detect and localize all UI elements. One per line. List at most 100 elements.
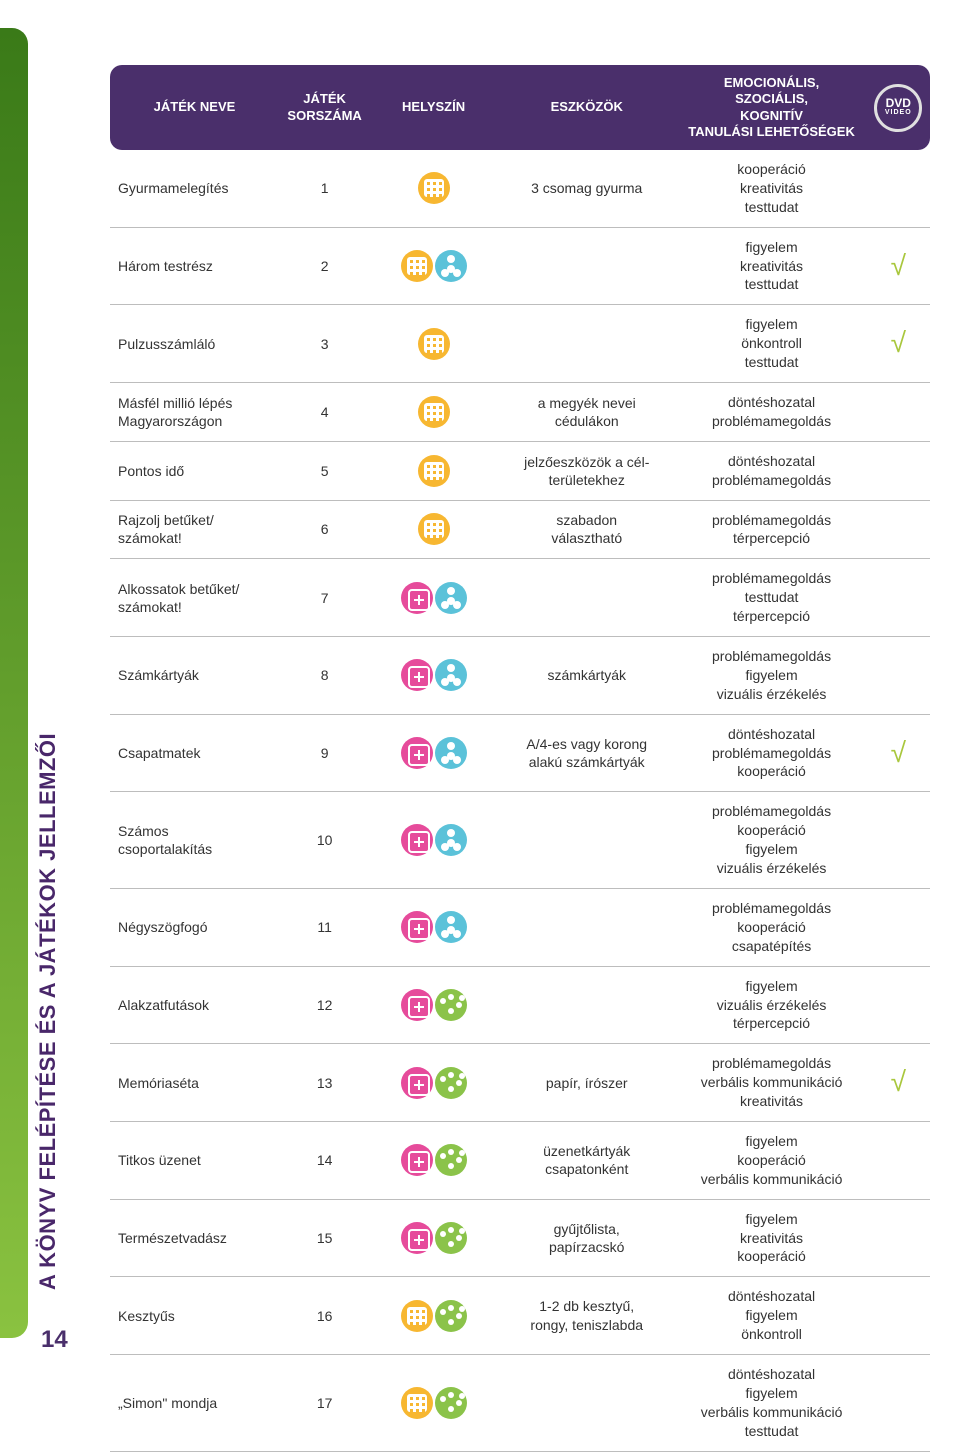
cell-name: Alakzatfutások [110,967,279,1045]
cell-num: 4 [279,383,370,442]
header-name: JÁTÉK NEVE [110,65,279,150]
cell-emo: problémamegoldásverbális kommunikációkre… [677,1044,867,1122]
cell-num: 5 [279,442,370,501]
cell-loc [370,967,497,1045]
cell-loc [370,501,497,560]
header-loc: HELYSZÍN [370,65,497,150]
page-number: 14 [41,1326,68,1354]
cell-loc [370,442,497,501]
cell-name: Természetvadász [110,1200,279,1278]
location-body-icon [435,911,467,943]
cell-name: Gyurmamelegítés [110,150,279,228]
location-grid-icon [418,513,450,545]
location-pink-icon [401,1144,433,1176]
cell-emo: döntéshozatalfigyelemönkontroll [677,1277,867,1355]
cell-tool: szabadonválasztható [497,501,677,560]
cell-tool [497,967,677,1045]
header-num: JÁTÉKSORSZÁMA [279,65,370,150]
cell-emo: döntéshozatalfigyelemverbális kommunikác… [677,1355,867,1452]
table-row: Memóriaséta 13 papír, írószer problémame… [110,1044,930,1122]
cell-dvd [867,501,930,560]
cell-num: 14 [279,1122,370,1200]
cell-loc [370,383,497,442]
cell-tool [497,305,677,383]
cell-dvd: √ [867,228,930,306]
cell-name: Kesztyűs [110,1277,279,1355]
location-pink-icon [401,582,433,614]
cell-num: 13 [279,1044,370,1122]
location-pink-icon [401,1222,433,1254]
dvd-check-icon: √ [891,327,906,358]
cell-dvd [867,967,930,1045]
cell-emo: problémamegoldáskooperációfigyelemvizuál… [677,792,867,889]
cell-name: Memóriaséta [110,1044,279,1122]
cell-name: Pontos idő [110,442,279,501]
cell-emo: figyelemönkontrolltesttudat [677,305,867,383]
dvd-icon: DVD VIDEO [874,84,922,132]
cell-num: 17 [279,1355,370,1452]
cell-dvd [867,1122,930,1200]
cell-loc [370,1200,497,1278]
table-row: Számoscsoportalakítás 10 problémamegoldá… [110,792,930,889]
table-row: Négyszögfogó 11 problémamegoldáskooperác… [110,889,930,967]
table-row: Számkártyák 8 számkártyák problémamegold… [110,637,930,715]
cell-emo: problémamegoldásfigyelemvizuális érzékel… [677,637,867,715]
location-pink-icon [401,737,433,769]
cell-loc [370,889,497,967]
table-row: Alakzatfutások 12 figyelemvizuális érzék… [110,967,930,1045]
cell-name: Négyszögfogó [110,889,279,967]
cell-name: Három testrész [110,228,279,306]
cell-emo: figyelemkreativitástesttudat [677,228,867,306]
cell-dvd [867,1200,930,1278]
cell-dvd [867,889,930,967]
location-pink-icon [401,659,433,691]
dvd-check-icon: √ [891,250,906,281]
location-grid-icon [401,250,433,282]
location-grid-icon [401,1300,433,1332]
cell-emo: figyelemkooperációverbális kommunikáció [677,1122,867,1200]
cell-tool [497,559,677,637]
cell-loc [370,637,497,715]
cell-name: Csapatmatek [110,715,279,793]
cell-tool: papír, írószer [497,1044,677,1122]
cell-loc [370,559,497,637]
cell-name: „Simon" mondja [110,1355,279,1452]
header-row: JÁTÉK NEVE JÁTÉKSORSZÁMA HELYSZÍN ESZKÖZ… [110,65,930,150]
cell-emo: figyelemkreativitáskooperáció [677,1200,867,1278]
cell-name: Számkártyák [110,637,279,715]
cell-name: Pulzusszámláló [110,305,279,383]
cell-emo: problémamegoldástesttudattérpercepció [677,559,867,637]
cell-tool [497,792,677,889]
table-row: Rajzolj betűket/számokat! 6 szabadonvála… [110,501,930,560]
location-body-icon [435,659,467,691]
cell-loc [370,150,497,228]
table-row: Kesztyűs 16 1-2 db kesztyű,rongy, tenisz… [110,1277,930,1355]
table-row: Pontos idő 5 jelzőeszközök a cél-terület… [110,442,930,501]
cell-dvd [867,559,930,637]
cell-tool [497,1355,677,1452]
cell-loc [370,715,497,793]
location-green-icon [435,989,467,1021]
cell-loc [370,1277,497,1355]
table-row: „Simon" mondja 17 döntéshozatalfigyelemv… [110,1355,930,1452]
header-tool: ESZKÖZÖK [497,65,677,150]
location-grid-icon [418,172,450,204]
table-row: Alkossatok betűket/számokat! 7 problémam… [110,559,930,637]
location-body-icon [435,824,467,856]
cell-num: 9 [279,715,370,793]
side-green-bar [0,28,28,1338]
cell-tool: számkártyák [497,637,677,715]
location-grid-icon [418,396,450,428]
cell-tool: gyűjtőlista,papírzacskó [497,1200,677,1278]
cell-num: 2 [279,228,370,306]
location-body-icon [435,250,467,282]
cell-emo: döntéshozatalproblémamegoldás [677,383,867,442]
cell-name: Rajzolj betűket/számokat! [110,501,279,560]
dvd-sub: VIDEO [877,109,919,116]
cell-name: Számoscsoportalakítás [110,792,279,889]
cell-name: Alkossatok betűket/számokat! [110,559,279,637]
games-table: JÁTÉK NEVE JÁTÉKSORSZÁMA HELYSZÍN ESZKÖZ… [110,65,930,1452]
cell-tool: üzenetkártyákcsapatonként [497,1122,677,1200]
header-dvd: DVD VIDEO [867,65,930,150]
table-row: Csapatmatek 9 A/4-es vagy korongalakú sz… [110,715,930,793]
